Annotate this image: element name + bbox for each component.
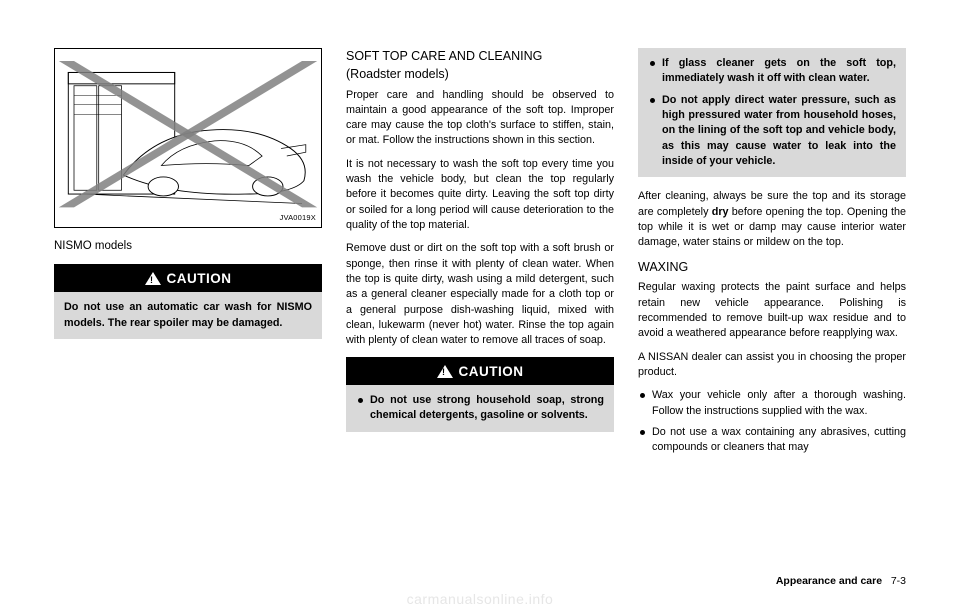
caution-body: Do not use strong household soap, strong… [346, 385, 614, 432]
soft-top-p1: Proper care and handling should be obser… [346, 88, 614, 149]
waxing-p2: A NISSAN dealer can assist you in choosi… [638, 350, 906, 381]
after-clean-bold: dry [712, 206, 729, 218]
carwash-illustration [55, 49, 321, 227]
column-2: SOFT TOP CARE AND CLEANING (Roadster mod… [346, 48, 614, 556]
soft-top-p2: It is not necessary to wash the soft top… [346, 157, 614, 234]
figure-caption: NISMO models [54, 238, 322, 254]
waxing-item: Wax your vehicle only after a thorough w… [638, 388, 906, 419]
warning-triangle-icon [145, 272, 161, 285]
waxing-p1: Regular waxing protects the paint surfac… [638, 280, 906, 341]
caution-header: CAUTION [54, 264, 322, 292]
watermark: carmanualsonline.info [0, 591, 960, 607]
warning-triangle-icon [437, 365, 453, 378]
figure-code: JVA0019X [280, 213, 317, 224]
caution-box-2: CAUTION Do not use strong household soap… [346, 357, 614, 432]
caution-item: Do not apply direct water pressure, such… [648, 93, 896, 170]
caution-header-label: CAUTION [167, 269, 232, 288]
caution-header: CAUTION [346, 357, 614, 385]
waxing-item: Do not use a wax containing any abrasive… [638, 425, 906, 456]
caution-body-continued: If glass cleaner gets on the soft top, i… [638, 48, 906, 177]
soft-top-subheading: (Roadster models) [346, 66, 614, 84]
caution-box-1: CAUTION Do not use an automatic car wash… [54, 264, 322, 339]
caution-header-label: CAUTION [459, 362, 524, 381]
caution-item: Do not use strong household soap, strong… [356, 393, 604, 424]
footer-page: 7-3 [891, 575, 906, 587]
page-footer: Appearance and care 7-3 [776, 575, 906, 587]
footer-section: Appearance and care [776, 575, 882, 587]
soft-top-heading: SOFT TOP CARE AND CLEANING [346, 48, 614, 66]
column-1: JVA0019X NISMO models CAUTION Do not use… [54, 48, 322, 556]
after-cleaning-paragraph: After cleaning, always be sure the top a… [638, 189, 906, 250]
column-3: If glass cleaner gets on the soft top, i… [638, 48, 906, 556]
waxing-list: Wax your vehicle only after a thorough w… [638, 388, 906, 461]
figure-carwash: JVA0019X [54, 48, 322, 228]
soft-top-p3: Remove dust or dirt on the soft top with… [346, 241, 614, 348]
caution-item: If glass cleaner gets on the soft top, i… [648, 56, 896, 87]
caution-body: Do not use an automatic car wash for NIS… [54, 292, 322, 339]
waxing-heading: WAXING [638, 259, 906, 277]
